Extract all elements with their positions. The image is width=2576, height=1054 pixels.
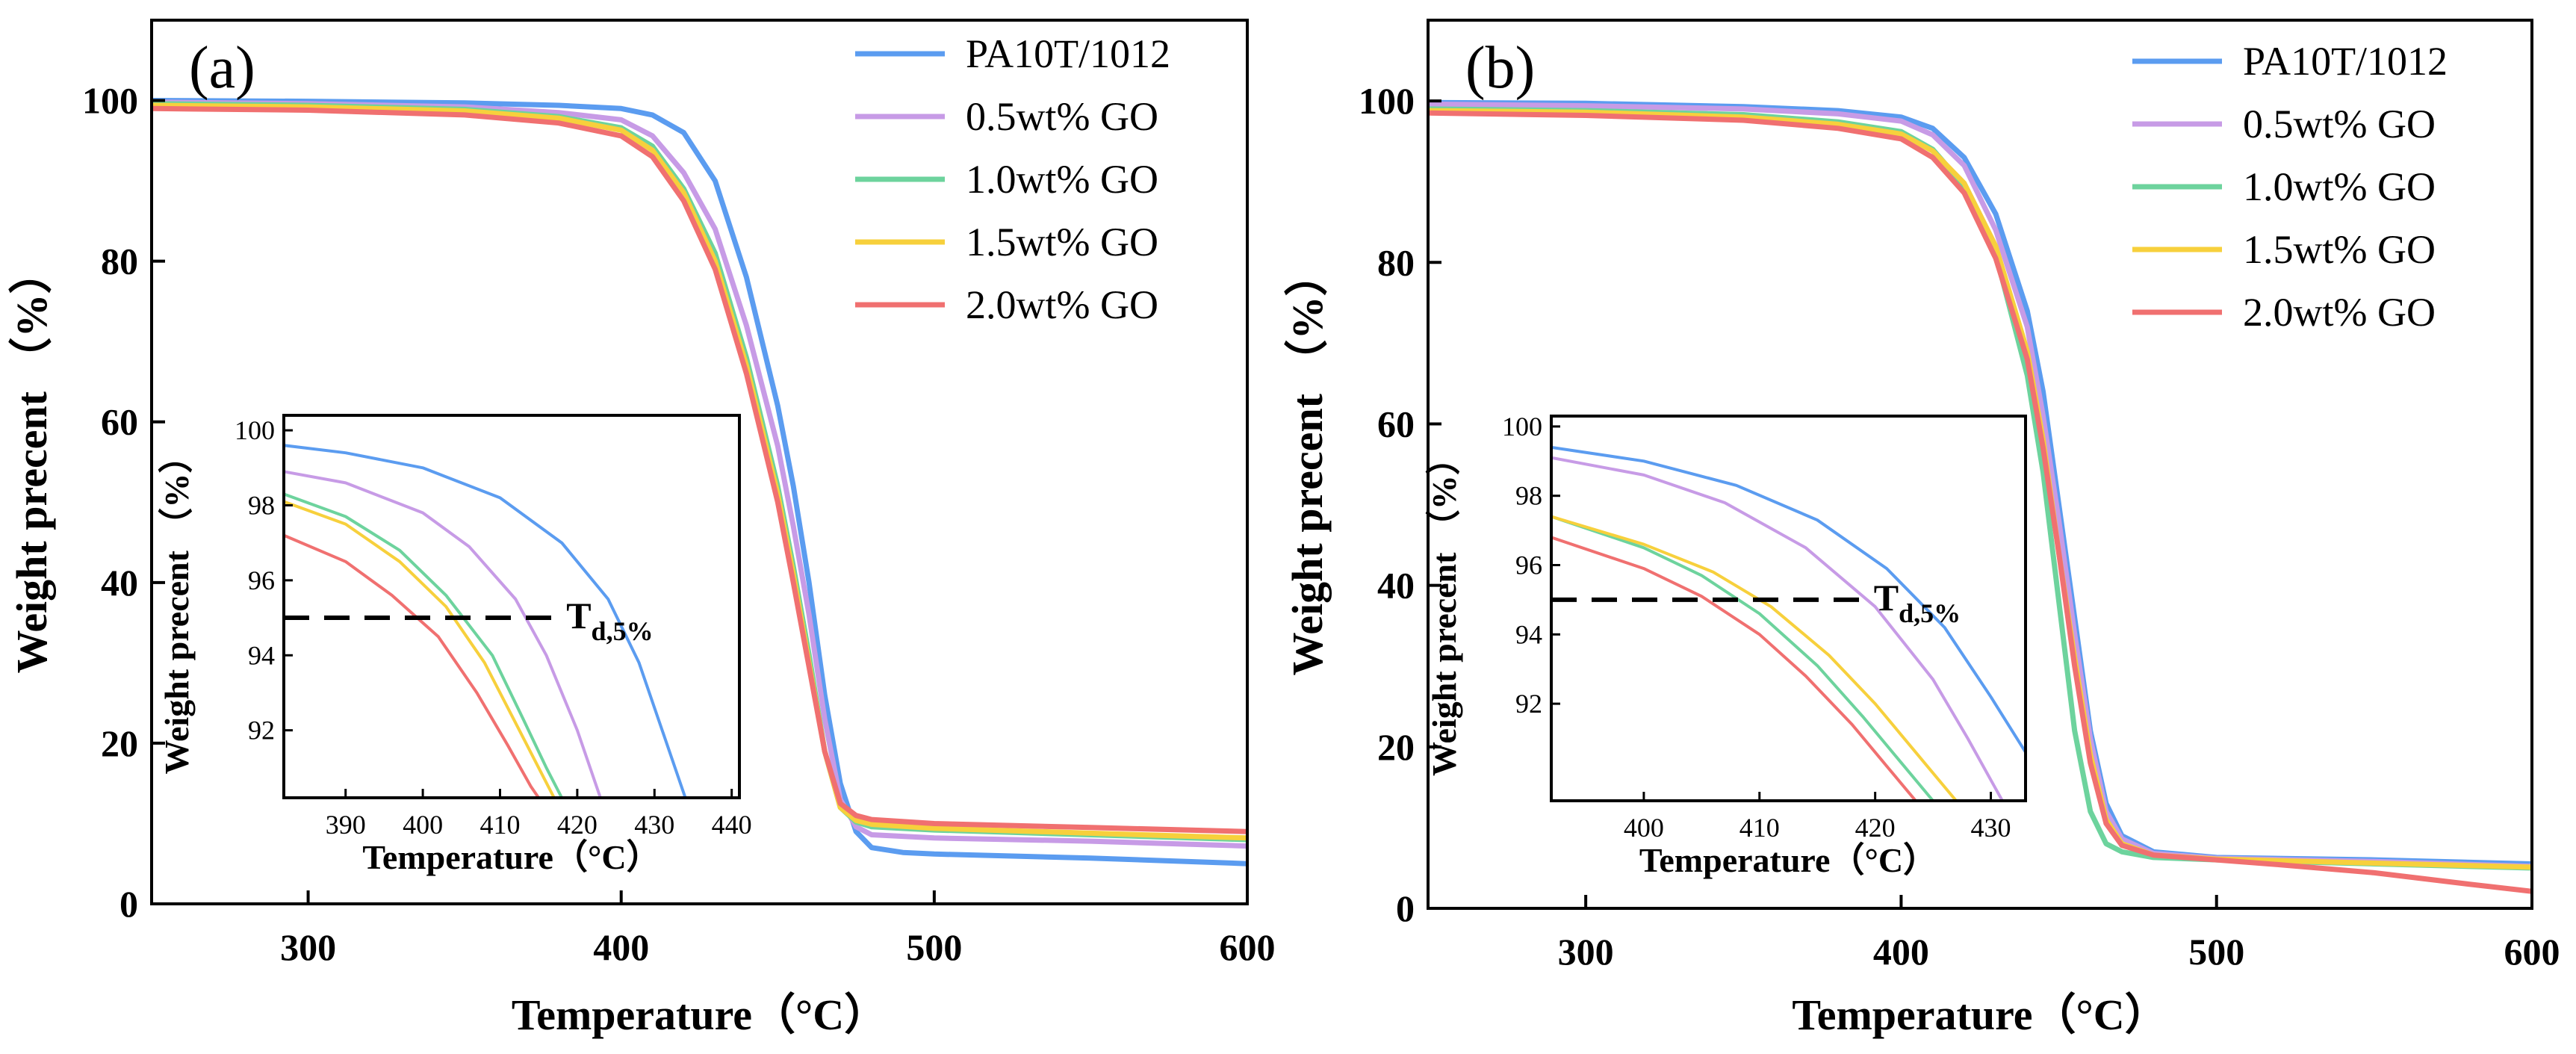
inset-series-group — [1551, 445, 2026, 801]
series-line-0 — [152, 98, 1247, 867]
inset-x-axis-label: Temperature（°C） — [362, 838, 660, 876]
inset-y-tick-label: 92 — [1515, 689, 1542, 719]
x-tick-label: 500 — [906, 926, 962, 968]
y-tick-label: 80 — [1377, 241, 1415, 283]
main-series-group — [152, 98, 1247, 867]
inset-series-line-1 — [284, 470, 602, 798]
legend-label-3: 1.5wt% GO — [966, 220, 1158, 264]
inset-x-axis-label: Temperature（°C） — [1639, 841, 1937, 879]
inset-y-axis-label: Weight precent （%） — [1425, 441, 1463, 776]
legend-label-0: PA10T/1012 — [2243, 39, 2448, 84]
x-tick-label: 500 — [2188, 931, 2244, 973]
legend-label-1: 0.5wt% GO — [966, 94, 1158, 139]
legend: PA10T/1012 0.5wt% GO 1.0wt% GO 1.5wt% GO 2.0… — [855, 31, 1170, 327]
chart-panel-a: 300 400 500 600 0 20 40 60 80 100 Temperature（°C） W… — [7, 19, 1276, 1039]
main-series-group — [1428, 99, 2532, 894]
panel-label: (b) — [1465, 35, 1535, 101]
y-tick-label: 100 — [1359, 80, 1415, 122]
inset-y-tick-label: 100 — [235, 415, 275, 445]
y-tick-label: 20 — [101, 722, 138, 764]
x-tick-label: 300 — [280, 926, 336, 968]
y-tick-label: 80 — [101, 241, 138, 282]
inset-series-line-2 — [284, 492, 563, 798]
series-line-4 — [152, 105, 1247, 834]
y-tick-label: 0 — [1396, 887, 1415, 929]
inset-x-tick-label: 400 — [1624, 813, 1664, 843]
inset-frame — [282, 414, 741, 799]
plot-frame — [150, 19, 1249, 905]
inset-series-line-4 — [284, 533, 540, 798]
inset-frame — [1550, 415, 2027, 802]
x-axis-label: Temperature（°C） — [512, 991, 887, 1039]
inset-y-tick-label: 98 — [248, 490, 275, 520]
x-tick-label: 400 — [1873, 931, 1929, 973]
legend-label-4: 2.0wt% GO — [966, 282, 1158, 327]
inset-chart: 390 400 410 420 430 440 92 94 96 98 100 Temperature… — [158, 414, 752, 876]
inset-series-line-4 — [1551, 536, 1917, 801]
series-line-1 — [152, 99, 1247, 849]
x-tick-label: 300 — [1558, 931, 1614, 973]
inset-y-tick-label: 96 — [248, 565, 275, 595]
x-axis-label: Temperature（°C） — [1792, 991, 2167, 1039]
x-tick-label: 400 — [593, 926, 649, 968]
inset-series-line-3 — [284, 500, 556, 798]
inset-x-tick-label: 420 — [557, 810, 598, 840]
inset-series-line-3 — [1551, 515, 1958, 801]
inset-y-tick-label: 96 — [1515, 551, 1542, 580]
y-tick-label: 0 — [120, 883, 138, 925]
reference-label: Td,5% — [1874, 577, 1961, 628]
panel-label: (a) — [189, 35, 255, 101]
inset-background — [1551, 416, 2026, 801]
y-tick-label: 60 — [1377, 403, 1415, 444]
inset-x-tick-label: 440 — [712, 810, 752, 840]
legend-label-1: 0.5wt% GO — [2243, 102, 2436, 146]
legend-label-3: 1.5wt% GO — [2243, 227, 2436, 272]
inset-x-tick-label: 410 — [479, 810, 520, 840]
y-axis-label: Weight precent （%） — [1283, 253, 1332, 676]
inset-x-tick-label: 430 — [634, 810, 674, 840]
inset-x-tick-label: 430 — [1971, 813, 2011, 843]
inset-y-tick-label: 94 — [248, 640, 275, 670]
y-tick-label: 20 — [1377, 726, 1415, 768]
x-tick-label: 600 — [2504, 931, 2560, 973]
inset-x-tick-label: 410 — [1739, 813, 1780, 843]
legend-label-0: PA10T/1012 — [966, 31, 1170, 76]
inset-series-line-0 — [284, 444, 687, 798]
inset-series-line-2 — [1551, 515, 1934, 801]
inset-series-line-1 — [1551, 456, 2004, 801]
legend-label-2: 1.0wt% GO — [2243, 164, 2436, 209]
inset-x-tick-label: 390 — [326, 810, 366, 840]
series-line-4 — [1428, 110, 2532, 894]
legend-label-2: 1.0wt% GO — [966, 157, 1158, 202]
y-tick-label: 40 — [1377, 565, 1415, 607]
inset-series-group — [284, 444, 687, 798]
inset-series-line-0 — [1551, 445, 2026, 754]
inset-y-tick-label: 92 — [248, 716, 275, 745]
y-tick-label: 100 — [82, 80, 138, 122]
legend: PA10T/1012 0.5wt% GO 1.0wt% GO 1.5wt% GO 2.0… — [2132, 39, 2448, 335]
y-tick-label: 40 — [101, 562, 138, 604]
inset-chart: 400 410 420 430 92 94 96 98 100 Temperature（°C） We… — [1425, 412, 2027, 879]
inset-y-axis-label: Weight precent （%） — [158, 439, 196, 775]
chart-panel-b: 300 400 500 600 0 20 40 60 80 100 Temperature（°C） W… — [1283, 19, 2560, 1039]
inset-y-tick-label: 100 — [1502, 412, 1542, 441]
reference-label: Td,5% — [566, 595, 653, 646]
legend-label-4: 2.0wt% GO — [2243, 290, 2436, 335]
inset-x-tick-label: 400 — [403, 810, 443, 840]
inset-background — [284, 415, 739, 798]
inset-y-tick-label: 98 — [1515, 481, 1542, 511]
y-axis-label: Weight precent （%） — [7, 251, 56, 674]
inset-x-tick-label: 420 — [1855, 813, 1896, 843]
y-tick-label: 60 — [101, 401, 138, 443]
plot-frame — [1427, 19, 2533, 910]
inset-y-tick-label: 94 — [1515, 619, 1542, 649]
x-tick-label: 600 — [1220, 926, 1276, 968]
